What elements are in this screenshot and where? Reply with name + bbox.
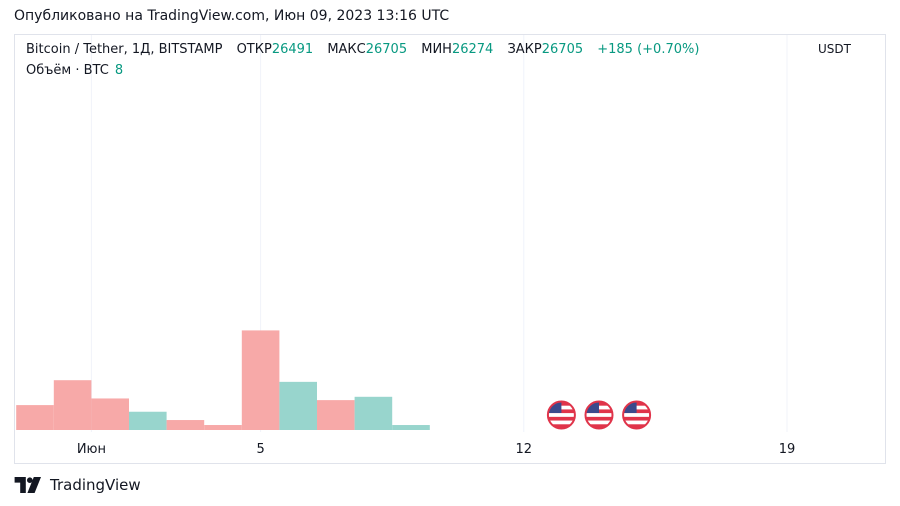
volume-bar[interactable]: [91, 398, 129, 430]
symbol-label[interactable]: Bitcoin / Tether, 1Д, BITSTAMP: [26, 42, 223, 57]
volume-bar[interactable]: [16, 405, 54, 430]
change-value: +185 (+0.70%): [597, 42, 700, 57]
x-tick-label: 19: [779, 442, 796, 457]
volume-bar[interactable]: [241, 330, 280, 430]
volume-bar[interactable]: [354, 396, 393, 430]
volume-bar[interactable]: [129, 411, 167, 430]
us-flag-event-icon[interactable]: [584, 400, 614, 430]
volume-bar[interactable]: [279, 381, 317, 430]
close-label: ЗАКР: [507, 42, 542, 57]
volume-legend[interactable]: Объём · BTC 8: [26, 63, 123, 78]
ohlc-legend: Bitcoin / Tether, 1Д, BITSTAMP ОТКР26491…: [26, 42, 699, 57]
close-value: 26705: [541, 42, 584, 57]
x-tick-label: 12: [516, 442, 533, 457]
logo-text: TradingView: [50, 476, 141, 494]
tradingview-logo[interactable]: TradingView: [14, 476, 141, 494]
x-tick-label: 5: [256, 442, 264, 457]
chart-frame: [14, 34, 886, 464]
volume-bar[interactable]: [166, 420, 205, 430]
published-line: Опубликовано на TradingView.com, Июн 09,…: [14, 8, 450, 24]
high-value: 26705: [365, 42, 408, 57]
open-label: ОТКР: [236, 42, 272, 57]
low-label: МИН: [421, 42, 452, 57]
volume-bar[interactable]: [204, 425, 242, 430]
volume-bar[interactable]: [317, 400, 355, 430]
volume-bar[interactable]: [392, 425, 430, 430]
volume-value: 8: [114, 63, 124, 78]
low-value: 26274: [451, 42, 494, 57]
high-label: МАКС: [327, 42, 366, 57]
us-flag-event-icon[interactable]: [622, 400, 652, 430]
currency-label: USDT: [818, 42, 851, 56]
open-value: 26491: [271, 42, 314, 57]
volume-label: Объём · BTC: [26, 63, 109, 78]
us-flag-event-icon[interactable]: [546, 400, 576, 430]
tradingview-logo-icon: [14, 477, 41, 493]
x-tick-label: Июн: [77, 442, 106, 457]
volume-bar[interactable]: [53, 380, 92, 430]
